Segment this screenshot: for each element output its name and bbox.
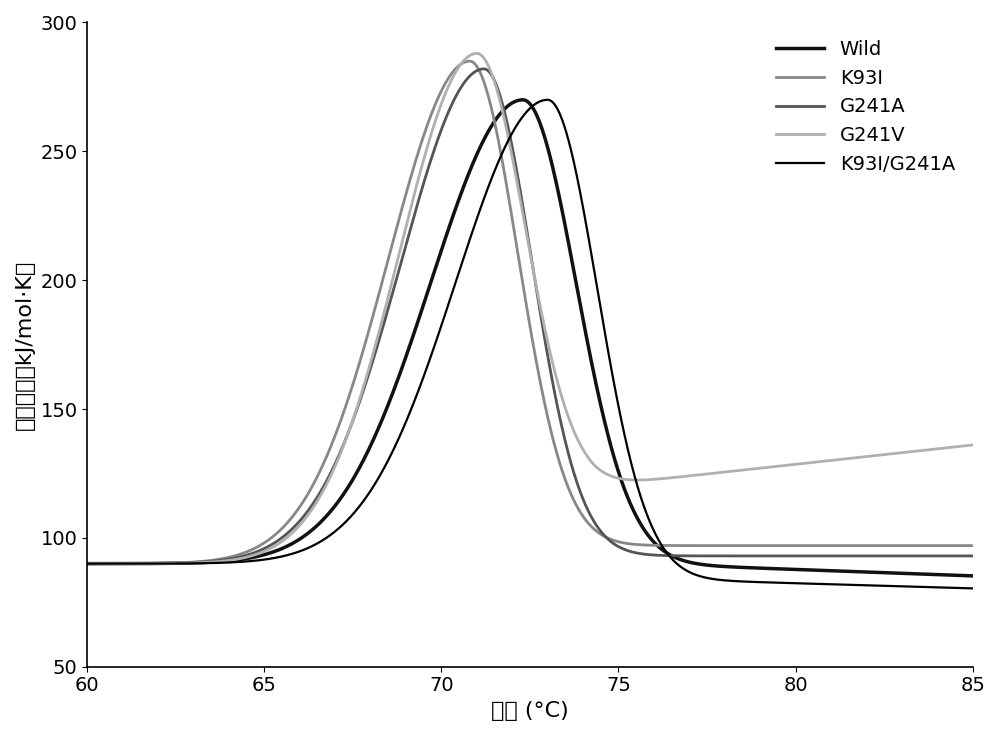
G241A <box>81 559 93 568</box>
Legend: Wild, K93I, G241A, G241V, K93I/G241A: Wild, K93I, G241A, G241V, K93I/G241A <box>768 32 963 182</box>
K93I <box>235 550 247 559</box>
Line: K93I: K93I <box>87 61 973 564</box>
K93I/G241A <box>235 557 247 566</box>
K93I <box>182 558 194 567</box>
K93I/G241A <box>949 584 961 592</box>
K93I/G241A <box>542 96 554 105</box>
G241V <box>471 49 483 58</box>
G241V <box>81 559 93 568</box>
K93I/G241A <box>421 364 433 372</box>
K93I <box>464 57 476 66</box>
Wild <box>81 559 93 568</box>
Wild <box>182 559 194 567</box>
Wild <box>967 571 979 580</box>
Line: G241V: G241V <box>87 54 973 564</box>
X-axis label: 温度 (°C): 温度 (°C) <box>491 701 569 721</box>
K93I <box>967 541 979 550</box>
Line: K93I/G241A: K93I/G241A <box>87 100 973 588</box>
G241A <box>182 559 194 567</box>
K93I <box>854 541 866 550</box>
G241A <box>421 169 433 177</box>
G241A <box>854 551 866 560</box>
K93I/G241A <box>854 581 866 590</box>
Wild <box>949 571 961 580</box>
Line: G241A: G241A <box>87 69 973 564</box>
K93I <box>459 57 471 66</box>
G241V <box>854 453 866 461</box>
G241V <box>949 442 961 451</box>
G241V <box>421 144 433 153</box>
G241A <box>459 77 471 85</box>
K93I <box>81 559 93 568</box>
G241V <box>967 441 979 450</box>
Line: Wild: Wild <box>87 100 973 576</box>
G241V <box>235 554 247 563</box>
Wild <box>235 555 247 564</box>
Y-axis label: 摩尔热容（kJ/mol·K）: 摩尔热容（kJ/mol·K） <box>15 260 35 430</box>
G241A <box>478 65 490 74</box>
K93I/G241A <box>967 584 979 592</box>
Wild <box>517 96 529 105</box>
Wild <box>854 567 866 576</box>
K93I/G241A <box>81 559 93 568</box>
G241A <box>967 551 979 560</box>
G241A <box>235 552 247 561</box>
K93I <box>421 122 433 131</box>
K93I/G241A <box>182 559 194 568</box>
Wild <box>459 178 471 187</box>
G241A <box>949 551 961 560</box>
K93I <box>949 541 961 550</box>
K93I/G241A <box>459 249 471 258</box>
G241V <box>459 54 471 63</box>
G241V <box>182 559 194 567</box>
Wild <box>421 290 433 299</box>
